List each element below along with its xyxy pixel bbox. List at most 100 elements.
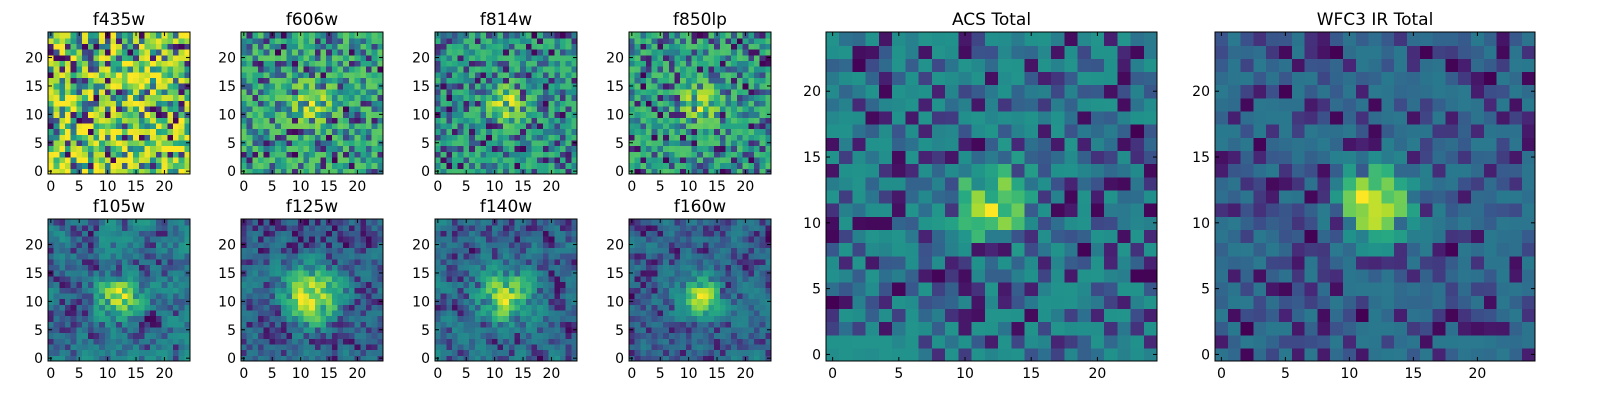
heatmap-cell	[554, 304, 561, 311]
heatmap-cell	[269, 111, 276, 118]
heatmap-cell	[121, 253, 129, 260]
heatmap-cell	[360, 162, 367, 169]
heatmap-cell	[491, 66, 499, 73]
heatmap-cell	[138, 219, 146, 226]
heatmap-cell	[269, 94, 276, 101]
heatmap-cell	[520, 315, 527, 322]
heatmap-cell	[702, 134, 710, 141]
heatmap-cell	[452, 134, 459, 141]
heatmap-cell	[697, 88, 704, 96]
heatmap-cell	[184, 292, 191, 300]
heatmap-cell	[469, 77, 476, 84]
heatmap-cell	[452, 117, 459, 124]
heatmap-cell	[435, 275, 442, 283]
heatmap-cell	[640, 32, 647, 39]
heatmap-cell	[337, 128, 344, 135]
heatmap-cell	[480, 224, 487, 231]
heatmap-cell	[691, 77, 698, 84]
heatmap-cell	[765, 134, 772, 141]
heatmap-cell	[172, 343, 180, 351]
heatmap-cell	[314, 32, 322, 39]
heatmap-cell	[759, 304, 766, 311]
heatmap-cell	[542, 287, 550, 294]
heatmap-cell	[435, 258, 442, 266]
heatmap-cell	[457, 134, 464, 141]
heatmap-cell	[691, 122, 698, 130]
heatmap-cell	[252, 49, 259, 56]
heatmap-cell	[87, 258, 95, 266]
heatmap-cell	[314, 247, 322, 254]
heatmap-cell	[314, 298, 322, 305]
heatmap-cell	[634, 162, 641, 169]
heatmap-cell	[491, 332, 499, 339]
heatmap-cell	[70, 292, 77, 300]
heatmap-cell	[759, 343, 766, 351]
heatmap-cell	[82, 292, 89, 300]
heatmap-cell	[303, 281, 310, 288]
heatmap-cell	[463, 66, 470, 73]
heatmap-cell	[275, 338, 282, 345]
heatmap-cell	[172, 156, 180, 164]
heatmap-cell	[469, 338, 476, 345]
heatmap-cell	[326, 321, 333, 328]
heatmap-cell	[360, 105, 367, 113]
heatmap-cell	[765, 162, 772, 169]
heatmap-cell	[360, 77, 367, 84]
heatmap-cell	[133, 338, 140, 345]
heatmap-cell	[286, 355, 293, 362]
heatmap-cell	[531, 258, 538, 266]
heatmap-cell	[371, 338, 378, 345]
heatmap-cell	[360, 304, 367, 311]
heatmap-cell	[548, 343, 555, 351]
heatmap-cell	[508, 309, 516, 317]
heatmap-cell	[326, 304, 333, 311]
heatmap-cell	[742, 134, 749, 141]
heatmap-cell	[452, 338, 459, 345]
heatmap-cell	[469, 43, 476, 50]
heatmap-cell	[70, 343, 77, 351]
heatmap-cell	[269, 236, 276, 243]
heatmap-cell	[736, 49, 744, 56]
heatmap-cell	[697, 287, 704, 294]
heatmap-cell	[252, 264, 259, 271]
heatmap-cell	[155, 105, 163, 113]
heatmap-cell	[292, 309, 299, 317]
heatmap-cell	[246, 134, 253, 141]
heatmap-cell	[184, 247, 191, 254]
heatmap-cell	[82, 309, 89, 317]
heatmap-cell	[292, 134, 299, 141]
heatmap-cell	[314, 264, 322, 271]
heatmap-cell	[110, 100, 117, 107]
heatmap-cell	[531, 32, 538, 39]
heatmap-cell	[258, 37, 265, 44]
heatmap-cell	[280, 287, 288, 294]
heatmap-cell	[150, 88, 157, 96]
heatmap-cell	[150, 122, 157, 130]
heatmap-cell	[371, 37, 378, 44]
heatmap-cell	[292, 94, 299, 101]
heatmap-cell	[725, 49, 732, 56]
heatmap-cell	[133, 287, 140, 294]
heatmap-cell	[360, 49, 367, 56]
heatmap-cell	[765, 128, 772, 135]
heatmap-cell	[371, 54, 378, 61]
heatmap-cell	[252, 71, 259, 79]
heatmap-cell	[150, 66, 157, 73]
heatmap-cell	[765, 338, 772, 345]
heatmap-cell	[104, 105, 112, 113]
heatmap-cell	[121, 60, 129, 67]
heatmap-cell	[629, 343, 636, 351]
heatmap-cell	[48, 253, 55, 260]
heatmap-cell	[651, 326, 658, 334]
heatmap-cell	[691, 32, 698, 39]
heatmap-cell	[246, 83, 253, 90]
heatmap-cell	[674, 128, 681, 135]
heatmap-cell	[127, 122, 134, 130]
heatmap-cell	[133, 292, 140, 300]
heatmap-cell	[508, 219, 516, 226]
heatmap-cell	[474, 343, 482, 351]
heatmap-cell	[99, 230, 106, 237]
heatmap-cell	[82, 326, 89, 334]
heatmap-cell	[292, 54, 299, 61]
heatmap-cell	[714, 83, 721, 90]
